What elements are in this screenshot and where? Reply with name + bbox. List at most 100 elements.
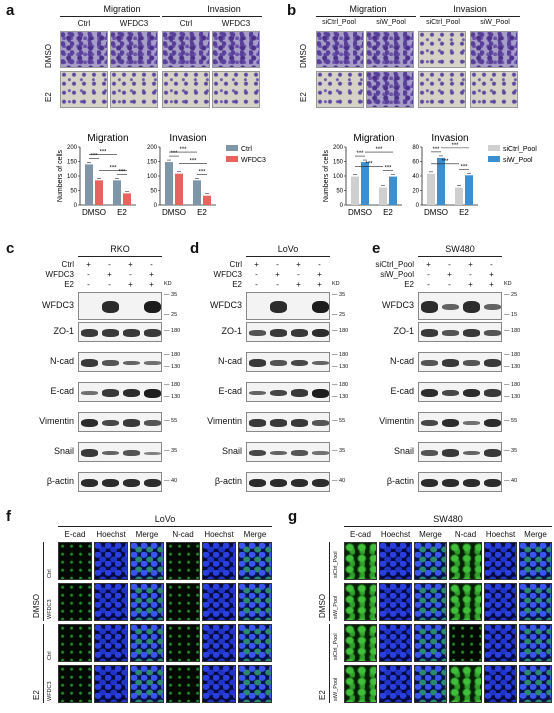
chart-2-title: Migration xyxy=(353,133,394,144)
e-mark-1-1: + xyxy=(447,270,452,279)
c-mw-0-0: — 35 xyxy=(164,292,178,298)
f-col-0: E-cad xyxy=(64,530,86,539)
a-group-migration: Migration xyxy=(103,4,141,14)
b-img-7 xyxy=(418,71,466,108)
e-band-0-1 xyxy=(442,303,459,311)
c-band-4-0 xyxy=(81,418,98,428)
d-blot-1 xyxy=(246,322,330,342)
d-mark-2-1: - xyxy=(276,280,279,289)
f-img-2-5 xyxy=(238,624,272,662)
g-img-2-3 xyxy=(449,624,482,662)
f-img-2-4 xyxy=(202,624,236,662)
e-mw-0-1: — 15 xyxy=(504,312,518,318)
a-img-dmso-wfdc3-inv xyxy=(212,31,260,68)
f-cell-line: LoVo xyxy=(154,514,176,524)
d-band-5-1 xyxy=(270,450,287,456)
chart-2-bar-1-0 xyxy=(379,187,387,205)
d-band-6-0 xyxy=(249,478,266,488)
c-mark-0-3: - xyxy=(150,260,153,269)
chart-3-bar-1-1 xyxy=(465,175,473,205)
d-mw-1-0: — 180 xyxy=(332,328,349,334)
b-img-4 xyxy=(470,31,518,68)
c-band-4-2 xyxy=(123,419,140,427)
c-mw-2-0: — 180 xyxy=(164,352,181,358)
e-mw-1-0: — 180 xyxy=(504,328,521,334)
g-cell-underline xyxy=(344,526,552,527)
c-band-3-2 xyxy=(123,388,140,398)
chart-2-sig-1: *** xyxy=(365,162,373,168)
d-band-3-2 xyxy=(291,389,308,397)
g-img-3-3 xyxy=(449,665,482,703)
g-col-2: Merge xyxy=(419,530,442,539)
f-img-0-5 xyxy=(238,542,272,580)
f-col-3: N-cad xyxy=(172,530,194,539)
c-band-1-1 xyxy=(102,329,119,337)
c-mw-3-0: — 180 xyxy=(164,382,181,388)
f-img-3-5 xyxy=(238,665,272,703)
chart-1-sig-3: *** xyxy=(198,169,206,175)
chart-0-ytick-label-4: 200 xyxy=(67,145,78,151)
d-band-5-2 xyxy=(291,450,308,456)
b-img-1 xyxy=(316,31,364,68)
a-col-1: Ctrl xyxy=(77,19,91,28)
g-img-2-5 xyxy=(519,624,552,662)
f-group-bar-1 xyxy=(43,624,44,703)
b-col-1: siCtrl_Pool xyxy=(322,19,356,26)
d-cell-line: LoVo xyxy=(277,244,299,254)
g-img-0-4 xyxy=(484,542,517,580)
e-band-3-3 xyxy=(484,389,501,397)
e-band-1-1 xyxy=(442,330,459,336)
e-mw-2-0: — 180 xyxy=(504,352,521,358)
b-col-4: siW_Pool xyxy=(480,19,510,26)
e-blot-5 xyxy=(418,442,502,462)
d-cell-underline xyxy=(246,256,330,257)
f-cell-underline xyxy=(58,526,272,527)
chart-2-ytick-label-4: 200 xyxy=(333,145,344,151)
chart-2-ytick-label-3: 150 xyxy=(333,160,344,166)
d-band-6-2 xyxy=(291,478,308,488)
d-mw-0-1: — 25 xyxy=(332,312,346,318)
chart-3-legend-swatch-1 xyxy=(488,156,500,162)
chart-3-title: Invasion xyxy=(431,133,468,144)
a-img-dmso-ctrl-mig xyxy=(60,31,108,68)
panel-label-d: d xyxy=(190,240,200,257)
chart-1-sig-1: *** xyxy=(179,147,187,153)
c-band-0-1 xyxy=(102,301,119,313)
c-band-6-2 xyxy=(123,478,140,488)
f-img-3-4 xyxy=(202,665,236,703)
chart-2-sig-0: *** xyxy=(356,151,364,157)
f-row-3: WFDC3 xyxy=(47,681,53,701)
e-protein-1: ZO-1 xyxy=(393,326,414,336)
c-blot-2 xyxy=(78,352,162,372)
chart-0-bar-0-1 xyxy=(95,180,103,205)
g-img-2-2 xyxy=(414,624,447,662)
f-img-3-2 xyxy=(130,665,164,703)
e-band-1-3 xyxy=(484,330,501,336)
e-band-6-1 xyxy=(442,478,459,488)
f-img-2-2 xyxy=(130,624,164,662)
d-mark-0-2: + xyxy=(296,260,301,269)
chart-3-bar-0-0 xyxy=(427,173,435,205)
f-row-1: WFDC3 xyxy=(47,599,53,619)
chart-0-sig-2: *** xyxy=(109,165,117,171)
chart-0-sig-3: *** xyxy=(118,169,126,175)
a-row-dmso: DMSO xyxy=(44,44,53,68)
e-cell-underline xyxy=(418,256,502,257)
chart-0-ylabel: Numbers of cells xyxy=(57,149,64,202)
e-band-3-2 xyxy=(463,388,480,398)
chart-1-legend-label-1: WFDC3 xyxy=(241,157,266,164)
d-band-5-0 xyxy=(249,449,266,457)
c-band-5-0 xyxy=(81,449,98,457)
chart-1-legend-swatch-0 xyxy=(226,145,238,151)
f-img-3-3 xyxy=(166,665,200,703)
chart-2-bar-1-1 xyxy=(389,176,397,205)
e-band-1-0 xyxy=(421,329,438,337)
d-kd: KD xyxy=(332,281,340,287)
chart-2-sig-2: *** xyxy=(375,147,383,153)
c-band-5-2 xyxy=(123,450,140,456)
d-mark-1-3: + xyxy=(317,270,322,279)
e-mw-3-1: — 130 xyxy=(504,394,521,400)
e-cond-0: siCtrl_Pool xyxy=(375,260,414,269)
f-img-0-0 xyxy=(58,542,92,580)
g-row-0: siCtrl_Pool xyxy=(333,551,339,578)
